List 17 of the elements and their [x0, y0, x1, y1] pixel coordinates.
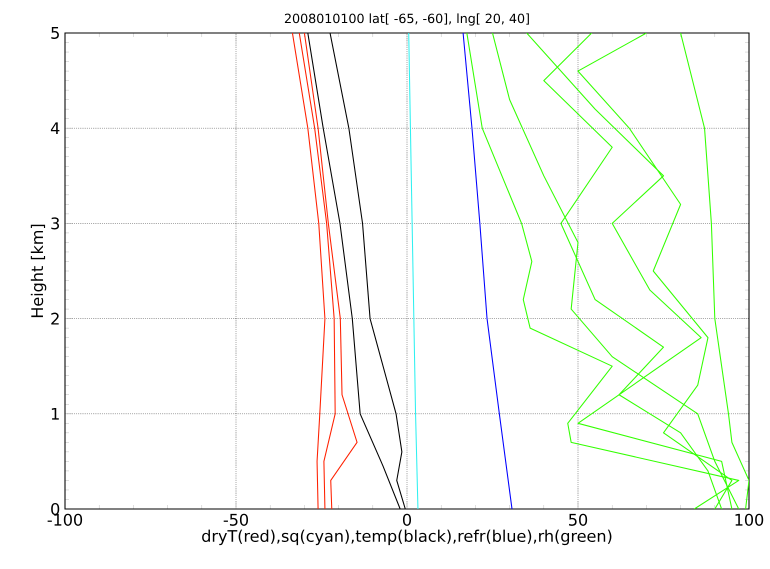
x-tick-label: 50 — [569, 514, 588, 526]
x-tick-label: -50 — [224, 514, 248, 526]
y-tick-label: 1 — [52, 408, 59, 420]
y-tick-label: 3 — [51, 217, 59, 230]
y-tick-label: 0 — [51, 502, 60, 516]
y-tick-label: 4 — [50, 122, 60, 134]
x-tick-label: 100 — [735, 514, 764, 526]
line-series — [462, 33, 513, 509]
y-tick-label: 5 — [51, 27, 59, 39]
y-tick-label: 2 — [51, 312, 59, 325]
y-axis-title: Height [km] — [30, 224, 46, 318]
x-tick-label: -100 — [48, 514, 82, 526]
chart-title: 2008010100 lat[ -65, -60], lng[ 20, 40] — [284, 13, 529, 26]
x-axis-title: dryT(red),sq(cyan),temp(black),refr(blue),rh(green) — [202, 530, 612, 546]
line-series — [292, 33, 326, 509]
x-tick-label: 0 — [402, 514, 412, 526]
line-series — [680, 33, 750, 509]
